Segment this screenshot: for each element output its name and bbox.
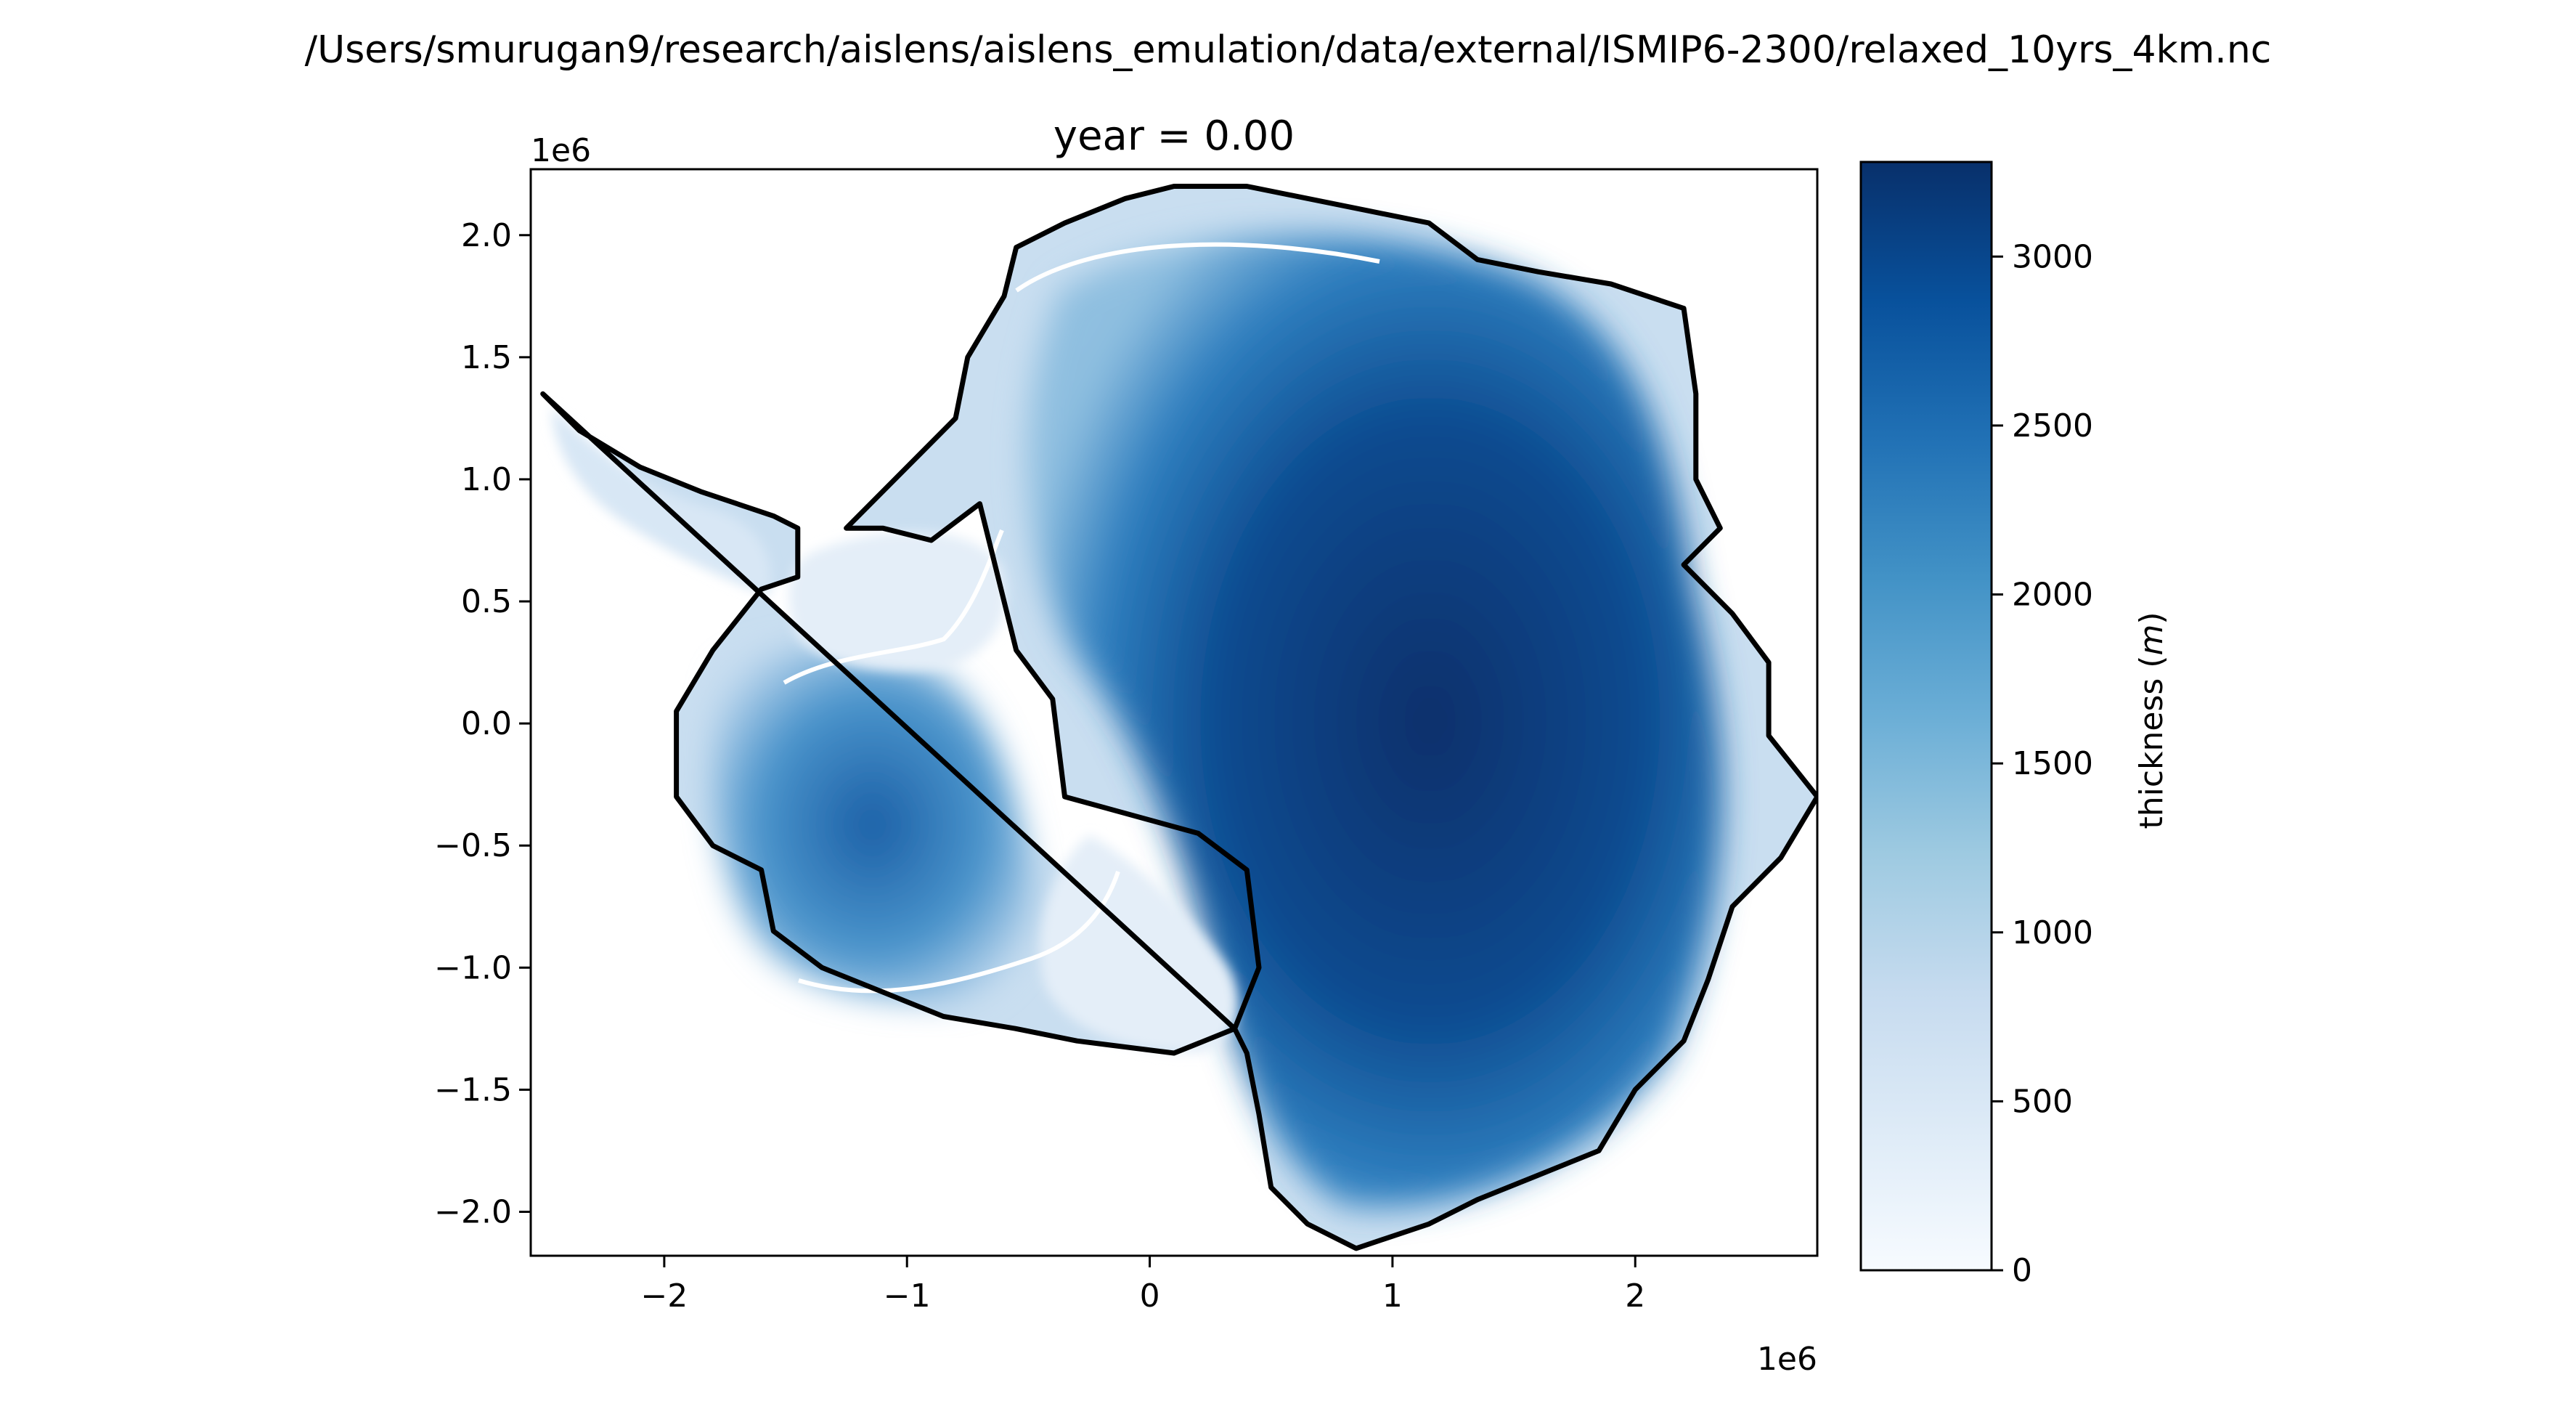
y-tick-label: 2.0 [461, 217, 512, 254]
x-axis-ticks: −2 −1 0 1 2 [640, 1256, 1645, 1315]
east-antarctic-thick-ice [1027, 234, 1722, 1209]
x-tick-label: −1 [884, 1278, 931, 1315]
x-tick-label: 1 [1382, 1278, 1403, 1315]
colorbar-tick-label: 3000 [2012, 238, 2093, 275]
colorbar-tick-label: 0 [2012, 1252, 2032, 1289]
colorbar-ticks: 0 500 1000 1500 2000 2500 3000 [1992, 238, 2093, 1289]
colorbar-tick-label: 500 [2012, 1083, 2073, 1120]
colorbar-tick-label: 2500 [2012, 407, 2093, 444]
colorbar-label-text: thickness ( [2133, 656, 2170, 829]
y-axis-ticks: −2.0 −1.5 −1.0 −0.5 0.0 0.5 1.0 1.5 2.0 [434, 217, 531, 1230]
figure-suptitle: /Users/smurugan9/research/aislens/aislen… [305, 28, 2272, 72]
plot-area [540, 184, 1817, 1251]
coastline [540, 184, 1817, 1251]
ross-ice-shelf [1040, 835, 1238, 1053]
x-offset-label: 1e6 [1757, 1341, 1817, 1378]
west-antarctic-ice [712, 647, 1032, 1002]
axes-title: year = 0.00 [1053, 113, 1295, 160]
y-tick-label: −1.5 [434, 1071, 512, 1108]
colorbar-label-close: ) [2133, 612, 2170, 624]
colorbar-tick-label: 2000 [2012, 577, 2093, 614]
y-tick-label: 1.0 [461, 461, 512, 498]
colorbar-label-unit: m [2133, 625, 2170, 656]
axes-frame [529, 168, 1819, 1257]
y-offset-label: 1e6 [531, 132, 591, 169]
y-tick-label: 0.0 [461, 705, 512, 742]
y-tick-label: 0.5 [461, 583, 512, 620]
ronne-filchner-ice-shelf [788, 532, 1007, 671]
x-tick-label: −2 [640, 1278, 688, 1315]
y-tick-label: 1.5 [461, 339, 512, 376]
colorbar-tick-label: 1000 [2012, 914, 2093, 951]
y-tick-label: −1.0 [434, 949, 512, 986]
colorbar [1859, 161, 1993, 1272]
colorbar-tick-label: 1500 [2012, 745, 2093, 782]
y-tick-label: −2.0 [434, 1193, 512, 1230]
y-tick-label: −0.5 [434, 827, 512, 864]
x-tick-label: 2 [1625, 1278, 1645, 1315]
x-tick-label: 0 [1140, 1278, 1160, 1315]
colorbar-label: thickness (m) [2133, 612, 2170, 829]
grounding-line [783, 242, 1380, 994]
